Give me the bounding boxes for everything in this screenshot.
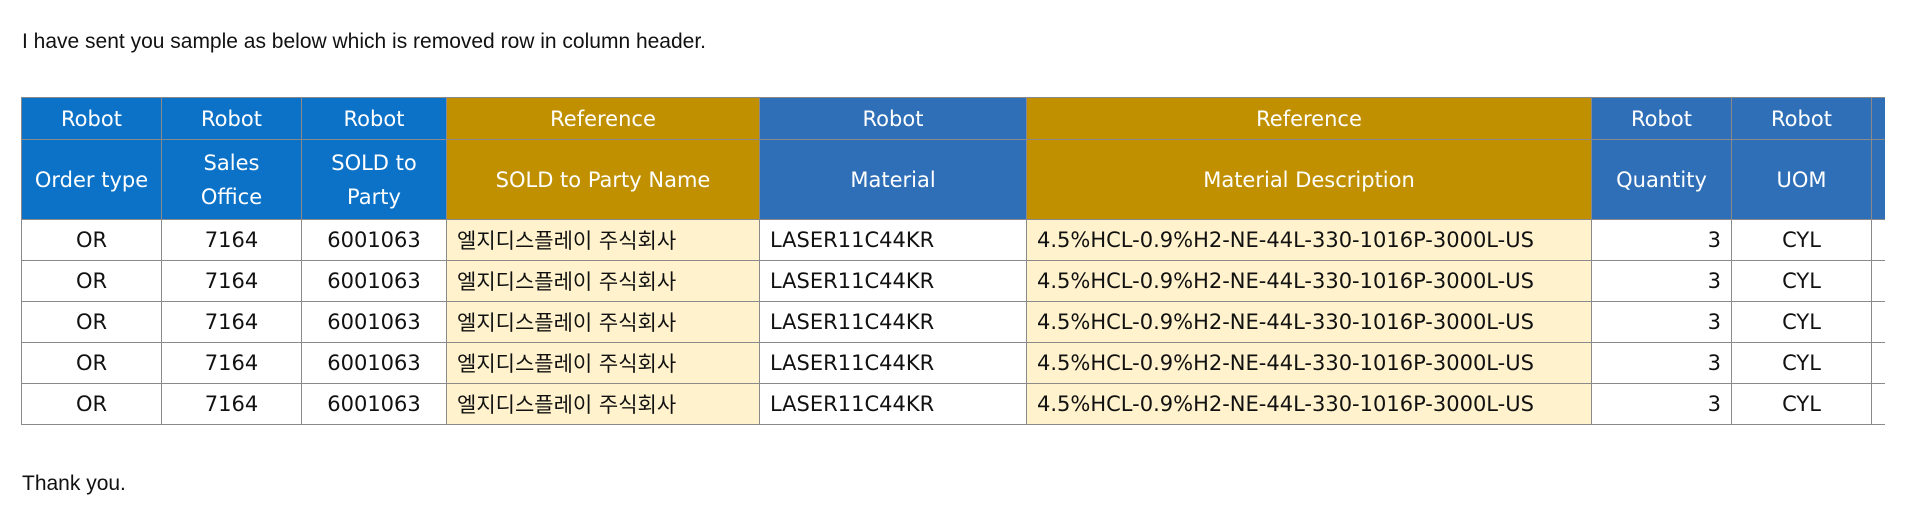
cell-extra bbox=[1871, 383, 1885, 425]
cell-order-type: OR bbox=[21, 342, 162, 384]
cell-extra bbox=[1871, 219, 1885, 261]
cell-order-type: OR bbox=[21, 383, 162, 425]
cell-sales-office: 7164 bbox=[161, 301, 302, 343]
group-header-cell: Reference bbox=[1026, 97, 1592, 140]
cell-material: LASER11C44KR bbox=[759, 260, 1027, 302]
cell-material-description: 4.5%HCL-0.9%H2-NE-44L-330-1016P-3000L-US bbox=[1026, 301, 1592, 343]
cell-material-description: 4.5%HCL-0.9%H2-NE-44L-330-1016P-3000L-US bbox=[1026, 383, 1592, 425]
group-header-cell: Robot bbox=[759, 97, 1027, 140]
group-header-cell: Robot bbox=[1731, 97, 1872, 140]
cell-extra bbox=[1871, 301, 1885, 343]
closing-text: Thank you. bbox=[22, 472, 126, 495]
cell-sold-to-party-name: 엘지디스플레이 주식회사 bbox=[446, 301, 760, 343]
cell-material: LASER11C44KR bbox=[759, 383, 1027, 425]
column-header-extra bbox=[1871, 139, 1885, 220]
cell-sold-to-party: 6001063 bbox=[301, 342, 447, 384]
group-header-cell: Robot bbox=[21, 97, 162, 140]
cell-sold-to-party: 6001063 bbox=[301, 383, 447, 425]
cell-quantity: 3 bbox=[1591, 260, 1732, 302]
cell-sales-office: 7164 bbox=[161, 342, 302, 384]
table-row: OR 7164 6001063 엘지디스플레이 주식회사 LASER11C44KR 4.5… bbox=[21, 342, 1885, 384]
intro-text: I have sent you sample as below which is… bbox=[22, 30, 707, 53]
table-row: OR 7164 6001063 엘지디스플레이 주식회사 LASER11C44KR 4.5… bbox=[21, 301, 1885, 343]
column-header-material: Material bbox=[759, 139, 1027, 220]
table-row: OR 7164 6001063 엘지디스플레이 주식회사 LASER11C44KR 4.5… bbox=[21, 260, 1885, 302]
column-header-quantity: Quantity bbox=[1591, 139, 1732, 220]
cell-quantity: 3 bbox=[1591, 342, 1732, 384]
cell-extra bbox=[1871, 342, 1885, 384]
cell-sold-to-party: 6001063 bbox=[301, 260, 447, 302]
cell-material: LASER11C44KR bbox=[759, 301, 1027, 343]
cell-uom: CYL bbox=[1731, 383, 1872, 425]
cell-sales-office: 7164 bbox=[161, 260, 302, 302]
cell-sales-office: 7164 bbox=[161, 219, 302, 261]
group-header-cell: Robot bbox=[301, 97, 447, 140]
cell-material: LASER11C44KR bbox=[759, 342, 1027, 384]
cell-quantity: 3 bbox=[1591, 383, 1732, 425]
column-header-order-type: Order type bbox=[21, 139, 162, 220]
cell-sold-to-party-name: 엘지디스플레이 주식회사 bbox=[446, 260, 760, 302]
column-header-sold-to-party: SOLD to Party bbox=[301, 139, 447, 220]
group-header-row: Robot Robot Robot Reference Robot Refere… bbox=[21, 97, 1885, 140]
cell-material: LASER11C44KR bbox=[759, 219, 1027, 261]
cell-sold-to-party: 6001063 bbox=[301, 219, 447, 261]
column-header-row: Order type Sales Office SOLD to Party SO… bbox=[21, 139, 1885, 220]
cell-uom: CYL bbox=[1731, 219, 1872, 261]
cell-material-description: 4.5%HCL-0.9%H2-NE-44L-330-1016P-3000L-US bbox=[1026, 219, 1592, 261]
order-table-container: Robot Robot Robot Reference Robot Refere… bbox=[21, 97, 1885, 429]
cell-material-description: 4.5%HCL-0.9%H2-NE-44L-330-1016P-3000L-US bbox=[1026, 342, 1592, 384]
group-header-cell: Robot bbox=[161, 97, 302, 140]
cell-material-description: 4.5%HCL-0.9%H2-NE-44L-330-1016P-3000L-US bbox=[1026, 260, 1592, 302]
order-table: Robot Robot Robot Reference Robot Refere… bbox=[21, 97, 1885, 425]
cell-extra bbox=[1871, 260, 1885, 302]
cell-uom: CYL bbox=[1731, 260, 1872, 302]
cell-sold-to-party-name: 엘지디스플레이 주식회사 bbox=[446, 342, 760, 384]
table-body: OR 7164 6001063 엘지디스플레이 주식회사 LASER11C44KR 4.5… bbox=[21, 219, 1885, 425]
group-header-cell: Reference bbox=[446, 97, 760, 140]
cell-quantity: 3 bbox=[1591, 301, 1732, 343]
cell-sold-to-party: 6001063 bbox=[301, 301, 447, 343]
table-row: OR 7164 6001063 엘지디스플레이 주식회사 LASER11C44KR 4.5… bbox=[21, 383, 1885, 425]
cell-uom: CYL bbox=[1731, 342, 1872, 384]
cell-sold-to-party-name: 엘지디스플레이 주식회사 bbox=[446, 383, 760, 425]
column-header-sold-to-party-name: SOLD to Party Name bbox=[446, 139, 760, 220]
cell-sold-to-party-name: 엘지디스플레이 주식회사 bbox=[446, 219, 760, 261]
column-header-sales-office: Sales Office bbox=[161, 139, 302, 220]
table-row: OR 7164 6001063 엘지디스플레이 주식회사 LASER11C44KR 4.5… bbox=[21, 219, 1885, 261]
cell-order-type: OR bbox=[21, 260, 162, 302]
cell-quantity: 3 bbox=[1591, 219, 1732, 261]
cell-uom: CYL bbox=[1731, 301, 1872, 343]
cell-order-type: OR bbox=[21, 219, 162, 261]
cell-sales-office: 7164 bbox=[161, 383, 302, 425]
group-header-cell bbox=[1871, 97, 1885, 140]
cell-order-type: OR bbox=[21, 301, 162, 343]
column-header-material-description: Material Description bbox=[1026, 139, 1592, 220]
column-header-uom: UOM bbox=[1731, 139, 1872, 220]
group-header-cell: Robot bbox=[1591, 97, 1732, 140]
